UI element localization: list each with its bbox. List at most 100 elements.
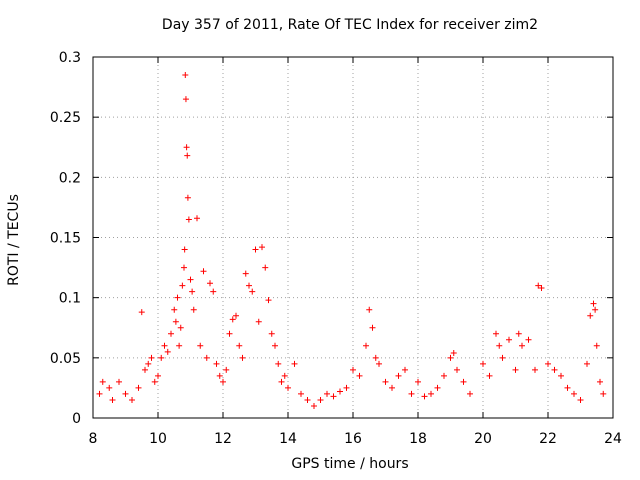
data-point [182, 96, 189, 103]
data-point [496, 342, 503, 349]
data-point [408, 390, 415, 397]
data-point [138, 309, 145, 316]
data-point [129, 396, 135, 403]
data-point [242, 270, 249, 277]
data-point [239, 354, 246, 361]
data-point [592, 306, 599, 313]
x-tick-label: 8 [89, 431, 98, 447]
data-point [515, 330, 522, 337]
data-point [285, 384, 291, 391]
data-point [197, 342, 204, 349]
data-point [135, 384, 142, 391]
y-tick-label: 0.3 [59, 50, 81, 66]
data-point [486, 372, 493, 379]
data-point [363, 342, 369, 349]
data-point [389, 384, 395, 391]
data-points [96, 72, 607, 409]
data-point [255, 318, 262, 325]
data-point [233, 312, 239, 319]
data-point [158, 354, 165, 361]
data-point [600, 390, 607, 397]
data-point [350, 366, 356, 373]
data-point [506, 336, 512, 343]
data-point [512, 366, 519, 373]
data-point [155, 372, 161, 379]
data-point [99, 378, 106, 385]
data-point [172, 318, 179, 325]
data-point [223, 366, 230, 373]
data-point [447, 354, 454, 361]
data-point [179, 282, 186, 289]
x-tick-label: 16 [344, 431, 362, 447]
data-point [275, 360, 282, 367]
y-tick-label: 0.25 [50, 110, 81, 126]
data-point [593, 342, 600, 349]
data-point [184, 152, 191, 159]
data-point [145, 360, 152, 367]
data-point [116, 378, 122, 385]
data-point [395, 372, 402, 379]
data-point [304, 396, 311, 403]
x-tick-label: 14 [279, 431, 297, 447]
grid-lines [93, 57, 613, 418]
y-tick-label: 0.15 [50, 231, 81, 247]
data-point [213, 360, 220, 367]
data-point [96, 390, 103, 397]
tick-labels: 8 10 12 14 16 18 20 22 24 0 0.05 0.1 0.15 0.2 0.25 0.3 [50, 50, 622, 447]
data-point [185, 216, 192, 223]
x-axis-label: GPS time / hours [291, 456, 409, 472]
data-point [441, 372, 447, 379]
data-point [372, 354, 379, 361]
data-point [161, 342, 168, 349]
data-point [356, 372, 363, 379]
data-point [590, 300, 597, 307]
data-point [382, 378, 389, 385]
data-point [577, 396, 584, 403]
data-point [226, 330, 233, 337]
data-point [203, 354, 210, 361]
x-tick-label: 22 [539, 431, 557, 447]
data-point [337, 388, 343, 395]
data-point [311, 402, 317, 409]
data-point [545, 360, 551, 367]
data-point [268, 330, 275, 337]
data-point [164, 348, 171, 355]
data-point [450, 350, 457, 357]
data-point [272, 342, 278, 349]
plot-frame [92, 56, 614, 419]
data-point [278, 378, 285, 385]
data-point [265, 297, 272, 304]
data-point [454, 366, 460, 373]
data-point [181, 246, 188, 253]
data-point [216, 372, 223, 379]
data-point [142, 366, 148, 373]
data-point [122, 390, 129, 397]
data-point [535, 282, 542, 289]
y-tick-label: 0.2 [59, 170, 81, 186]
data-point [183, 144, 190, 151]
data-point [298, 390, 304, 397]
x-tick-label: 24 [604, 431, 622, 447]
data-point [538, 285, 545, 292]
data-point [467, 390, 473, 397]
data-point [187, 276, 194, 283]
x-tick-label: 18 [409, 431, 427, 447]
y-tick-label: 0 [72, 411, 81, 427]
data-point [376, 360, 382, 367]
data-point [109, 396, 116, 403]
data-point [246, 282, 252, 289]
data-point [210, 288, 217, 295]
data-point [460, 378, 467, 385]
x-tick-label: 12 [214, 431, 232, 447]
data-point [168, 330, 174, 337]
data-point [587, 312, 594, 319]
data-point [194, 215, 200, 222]
data-point [190, 306, 197, 313]
data-point [493, 330, 499, 337]
data-point [564, 384, 571, 391]
data-point [148, 354, 155, 361]
data-point [259, 244, 265, 251]
data-point [369, 324, 376, 331]
data-point [571, 390, 577, 397]
